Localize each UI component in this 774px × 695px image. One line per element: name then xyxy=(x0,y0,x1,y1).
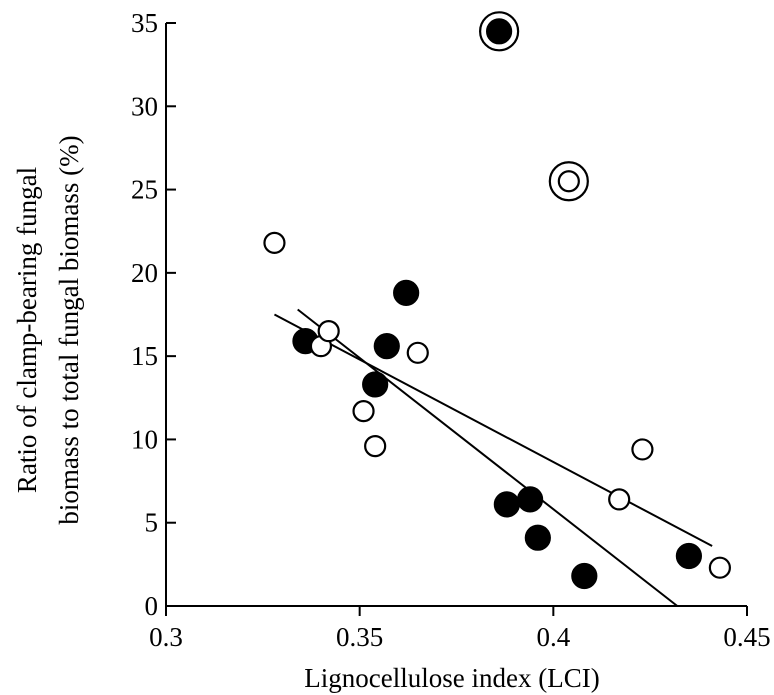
trend-line-1 xyxy=(274,315,712,547)
filled-point xyxy=(518,487,542,511)
filled-point xyxy=(526,526,550,550)
y-axis-label-line-2: biomass to total fungal biomass (%) xyxy=(54,135,84,524)
trend-line-2 xyxy=(298,310,678,606)
open-point xyxy=(319,321,339,341)
y-tick-label: 25 xyxy=(131,175,158,205)
y-tick-label: 30 xyxy=(131,91,158,121)
open-point xyxy=(710,558,730,578)
axes: 0 5 10 15 20 25 30 35 0.3 0.35 0.4 0.45 xyxy=(131,8,771,652)
open-point xyxy=(264,233,284,253)
x-tick-label: 0.4 xyxy=(536,622,570,652)
open-point xyxy=(365,436,385,456)
x-tick-label: 0.35 xyxy=(336,622,383,652)
y-axis-label-line-1: Ratio of clamp-bearing fungal xyxy=(12,167,42,493)
filled-point xyxy=(495,492,519,516)
open-point xyxy=(559,171,579,191)
x-tick-label: 0.45 xyxy=(723,622,770,652)
x-tick-label: 0.3 xyxy=(149,622,183,652)
filled-point xyxy=(677,544,701,568)
y-tick-label: 5 xyxy=(145,508,159,538)
open-point xyxy=(354,401,374,421)
x-axis-label: Lignocellulose index (LCI) xyxy=(304,663,599,693)
filled-point xyxy=(375,334,399,358)
y-tick-label: 10 xyxy=(131,424,158,454)
open-point xyxy=(609,489,629,509)
filled-point xyxy=(572,564,596,588)
filled-point xyxy=(487,19,511,43)
filled-point xyxy=(363,372,387,396)
open-point xyxy=(632,439,652,459)
open-point xyxy=(408,343,428,363)
data-points xyxy=(264,12,729,588)
y-tick-label: 15 xyxy=(131,341,158,371)
y-tick-label: 20 xyxy=(131,258,158,288)
y-tick-label: 35 xyxy=(131,8,158,38)
y-tick-label: 0 xyxy=(145,591,159,621)
filled-point xyxy=(394,281,418,305)
